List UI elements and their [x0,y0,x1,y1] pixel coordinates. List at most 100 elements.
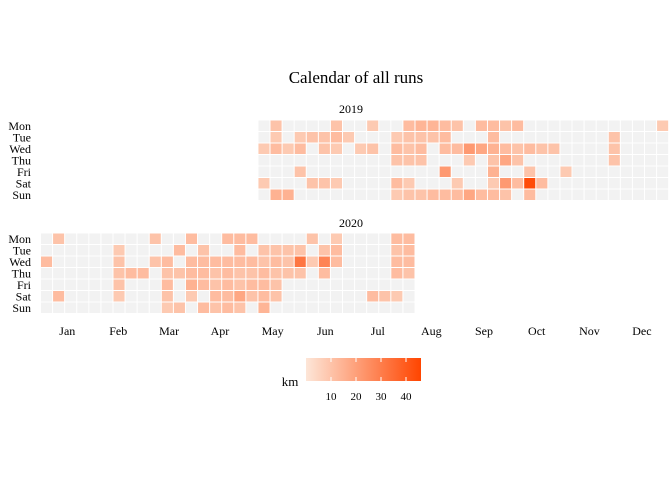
run-day-cell [536,178,548,189]
run-day-cell [536,143,548,154]
empty-day-cell [65,291,77,302]
empty-day-cell [500,132,512,143]
empty-day-cell [512,166,524,177]
run-day-cell [113,245,125,256]
run-day-cell [439,166,451,177]
empty-day-cell [125,233,137,244]
run-day-cell [500,155,512,166]
empty-day-cell [282,233,294,244]
run-day-cell [318,178,330,189]
empty-day-cell [41,279,53,290]
empty-day-cell [379,233,391,244]
empty-day-cell [620,166,632,177]
run-day-cell [403,233,415,244]
run-day-cell [222,291,234,302]
empty-day-cell [89,302,101,313]
empty-day-cell [258,132,270,143]
run-day-cell [391,268,403,279]
run-day-cell [149,256,161,267]
empty-day-cell [657,178,669,189]
empty-day-cell [77,291,89,302]
empty-day-cell [608,120,620,131]
empty-day-cell [584,120,596,131]
empty-day-cell [65,256,77,267]
run-day-cell [391,132,403,143]
empty-day-cell [101,256,113,267]
run-day-cell [234,233,246,244]
empty-day-cell [572,189,584,200]
empty-day-cell [330,268,342,279]
run-day-cell [125,268,137,279]
run-day-cell [451,120,463,131]
empty-day-cell [77,302,89,313]
empty-day-cell [367,268,379,279]
run-day-cell [415,132,427,143]
weekday-label: Sat [16,176,32,190]
empty-day-cell [391,279,403,290]
empty-day-cell [343,178,355,189]
run-day-cell [391,143,403,154]
empty-day-cell [137,256,149,267]
empty-day-cell [101,279,113,290]
empty-day-cell [137,233,149,244]
empty-day-cell [391,302,403,313]
empty-day-cell [198,233,210,244]
run-day-cell [198,245,210,256]
run-day-cell [403,178,415,189]
run-day-cell [512,155,524,166]
run-day-cell [463,189,475,200]
empty-day-cell [548,189,560,200]
empty-day-cell [379,178,391,189]
empty-day-cell [318,155,330,166]
month-label: Aug [421,324,442,338]
empty-day-cell [475,155,487,166]
run-day-cell [246,256,258,267]
empty-day-cell [173,233,185,244]
empty-day-cell [318,166,330,177]
empty-day-cell [258,166,270,177]
empty-day-cell [584,143,596,154]
legend-color-bar [306,358,421,381]
run-day-cell [657,120,669,131]
empty-day-cell [330,279,342,290]
empty-day-cell [379,268,391,279]
empty-day-cell [137,291,149,302]
run-day-cell [330,245,342,256]
run-day-cell [113,291,125,302]
run-day-cell [161,279,173,290]
run-day-cell [53,291,65,302]
chart-title: Calendar of all runs [289,68,424,87]
run-day-cell [185,268,198,279]
empty-day-cell [572,155,584,166]
panel-title: 2019 [339,102,363,116]
empty-day-cell [367,178,379,189]
run-day-cell [234,279,246,290]
run-day-cell [282,245,294,256]
panel-title: 2020 [339,216,363,230]
empty-day-cell [65,279,77,290]
run-day-cell [306,132,318,143]
empty-day-cell [391,166,403,177]
empty-day-cell [620,143,632,154]
color-legend: km 10 20 30 40 [282,358,421,403]
empty-day-cell [41,233,53,244]
empty-day-cell [270,302,282,313]
run-day-cell [608,155,620,166]
run-day-cell [294,245,306,256]
empty-day-cell [41,245,53,256]
empty-day-cell [379,120,391,131]
empty-day-cell [608,189,620,200]
empty-day-cell [584,155,596,166]
empty-day-cell [536,155,548,166]
run-day-cell [391,155,403,166]
run-day-cell [403,155,415,166]
empty-day-cell [89,256,101,267]
run-day-cell [451,189,463,200]
run-day-cell [500,178,512,189]
empty-day-cell [89,245,101,256]
run-day-cell [161,268,173,279]
run-day-cell [258,143,270,154]
empty-day-cell [403,166,415,177]
empty-day-cell [137,302,149,313]
